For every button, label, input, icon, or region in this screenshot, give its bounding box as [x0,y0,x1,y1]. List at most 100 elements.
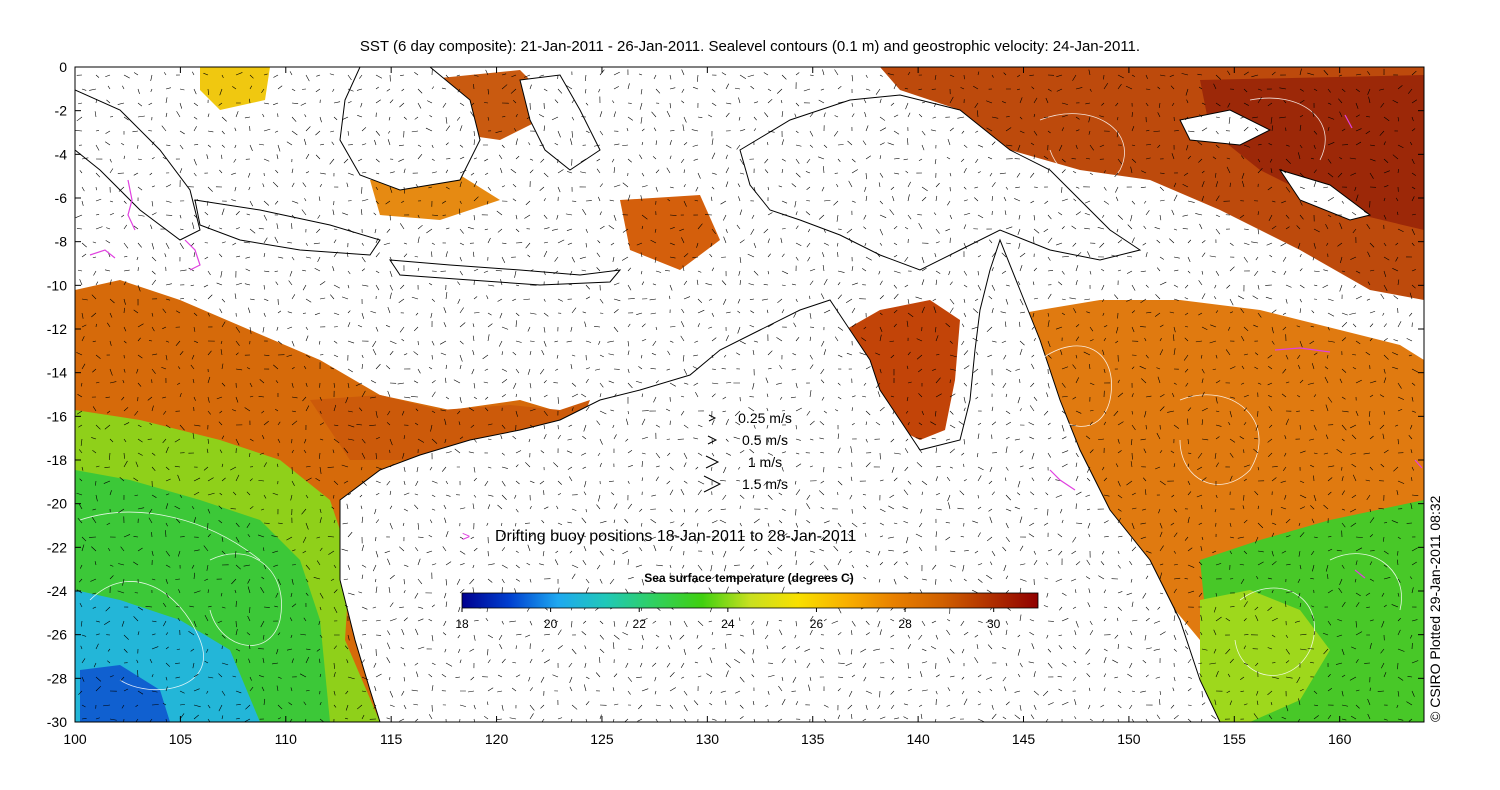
velocity-arrow [862,268,867,272]
velocity-arrow [697,645,703,650]
velocity-arrow [1143,225,1147,230]
velocity-arrow [497,690,503,693]
velocity-arrow [263,252,266,258]
velocity-arrow [1145,210,1150,216]
velocity-arrow [1369,466,1374,471]
velocity-arrow [330,578,335,581]
velocity-arrow [1229,266,1235,272]
velocity-arrow [1144,410,1147,418]
velocity-arrow [905,438,909,442]
velocity-arrow [781,169,784,174]
velocity-arrow [1075,452,1079,458]
velocity-arrow [650,519,657,524]
velocity-arrow [947,200,951,206]
velocity-arrow [1378,507,1385,510]
velocity-arrow [1257,312,1262,318]
velocity-arrow [487,648,489,656]
velocity-arrow [1004,477,1007,482]
velocity-arrow [467,690,475,693]
velocity-arrow [1229,452,1234,458]
velocity-arrow [1005,421,1012,426]
velocity-arrow [443,620,447,626]
velocity-arrow [748,283,755,286]
velocity-arrow [975,396,979,400]
velocity-arrow [515,340,522,343]
velocity-arrow [1253,713,1259,720]
velocity-arrow [1379,424,1385,430]
velocity-arrow [1103,368,1106,373]
velocity-arrow [640,195,643,202]
velocity-arrow [1369,323,1374,328]
velocity-arrow [1226,157,1231,160]
velocity-arrow [151,550,154,556]
velocity-arrow [986,326,993,333]
velocity-arrow [304,438,307,444]
velocity-arrow [263,634,265,640]
velocity-arrow [1229,182,1231,188]
velocity-arrow [121,704,125,709]
velocity-arrow [1033,154,1035,160]
velocity-arrow [403,435,406,440]
velocity-arrow [1393,295,1399,300]
velocity-arrow [220,270,223,278]
velocity-arrow [1145,424,1147,430]
velocity-arrow [1341,270,1346,273]
velocity-arrow [361,544,365,552]
velocity-arrow [795,102,800,107]
velocity-arrow [795,407,802,412]
velocity-arrow [515,228,520,233]
velocity-arrow [641,225,644,230]
velocity-arrow [806,410,811,416]
velocity-arrow [1187,256,1191,262]
velocity-arrow [137,284,141,292]
velocity-arrow [1103,673,1107,678]
velocity-arrow [1031,326,1035,330]
velocity-arrow [557,480,562,485]
velocity-arrow [319,410,322,414]
velocity-arrow [1159,699,1161,706]
velocity-arrow [91,546,97,552]
velocity-arrow [599,620,604,625]
velocity-arrow [963,365,970,370]
velocity-arrow [723,298,727,305]
velocity-arrow [137,631,140,636]
velocity-arrow [1409,141,1413,146]
velocity-arrow [1383,158,1389,163]
velocity-arrow [627,559,629,566]
velocity-arrow [361,242,364,246]
velocity-arrow [1061,127,1064,132]
velocity-arrow [1313,424,1317,431]
velocity-arrow [1201,391,1205,398]
velocity-arrow [361,354,364,359]
velocity-arrow [1129,662,1133,669]
velocity-arrow [1086,466,1091,473]
velocity-arrow [1336,549,1343,552]
velocity-arrow [1299,284,1305,289]
velocity-arrow [291,168,294,174]
velocity-arrow [1017,673,1021,678]
velocity-arrow [444,418,447,426]
velocity-arrow [445,531,449,538]
velocity-arrow [1268,395,1273,398]
velocity-arrow [333,672,336,678]
velocity-arrow [487,438,492,440]
velocity-arrow [333,480,339,486]
velocity-arrow [809,112,814,118]
velocity-arrow [1030,142,1035,146]
velocity-arrow [683,424,689,429]
velocity-arrow [1354,578,1357,583]
velocity-arrow [823,228,826,233]
velocity-arrow [571,508,577,511]
velocity-arrow [319,422,325,426]
velocity-arrow [1338,98,1343,104]
velocity-arrow [289,718,293,722]
velocity-arrow [851,648,853,655]
velocity-arrow [570,326,573,332]
velocity-arrow [878,270,881,275]
velocity-arrow [907,381,912,384]
velocity-arrow [151,704,159,706]
velocity-arrow [400,223,405,230]
velocity-arrow [81,186,85,192]
velocity-arrow [1242,505,1245,510]
velocity-arrow [612,100,615,104]
